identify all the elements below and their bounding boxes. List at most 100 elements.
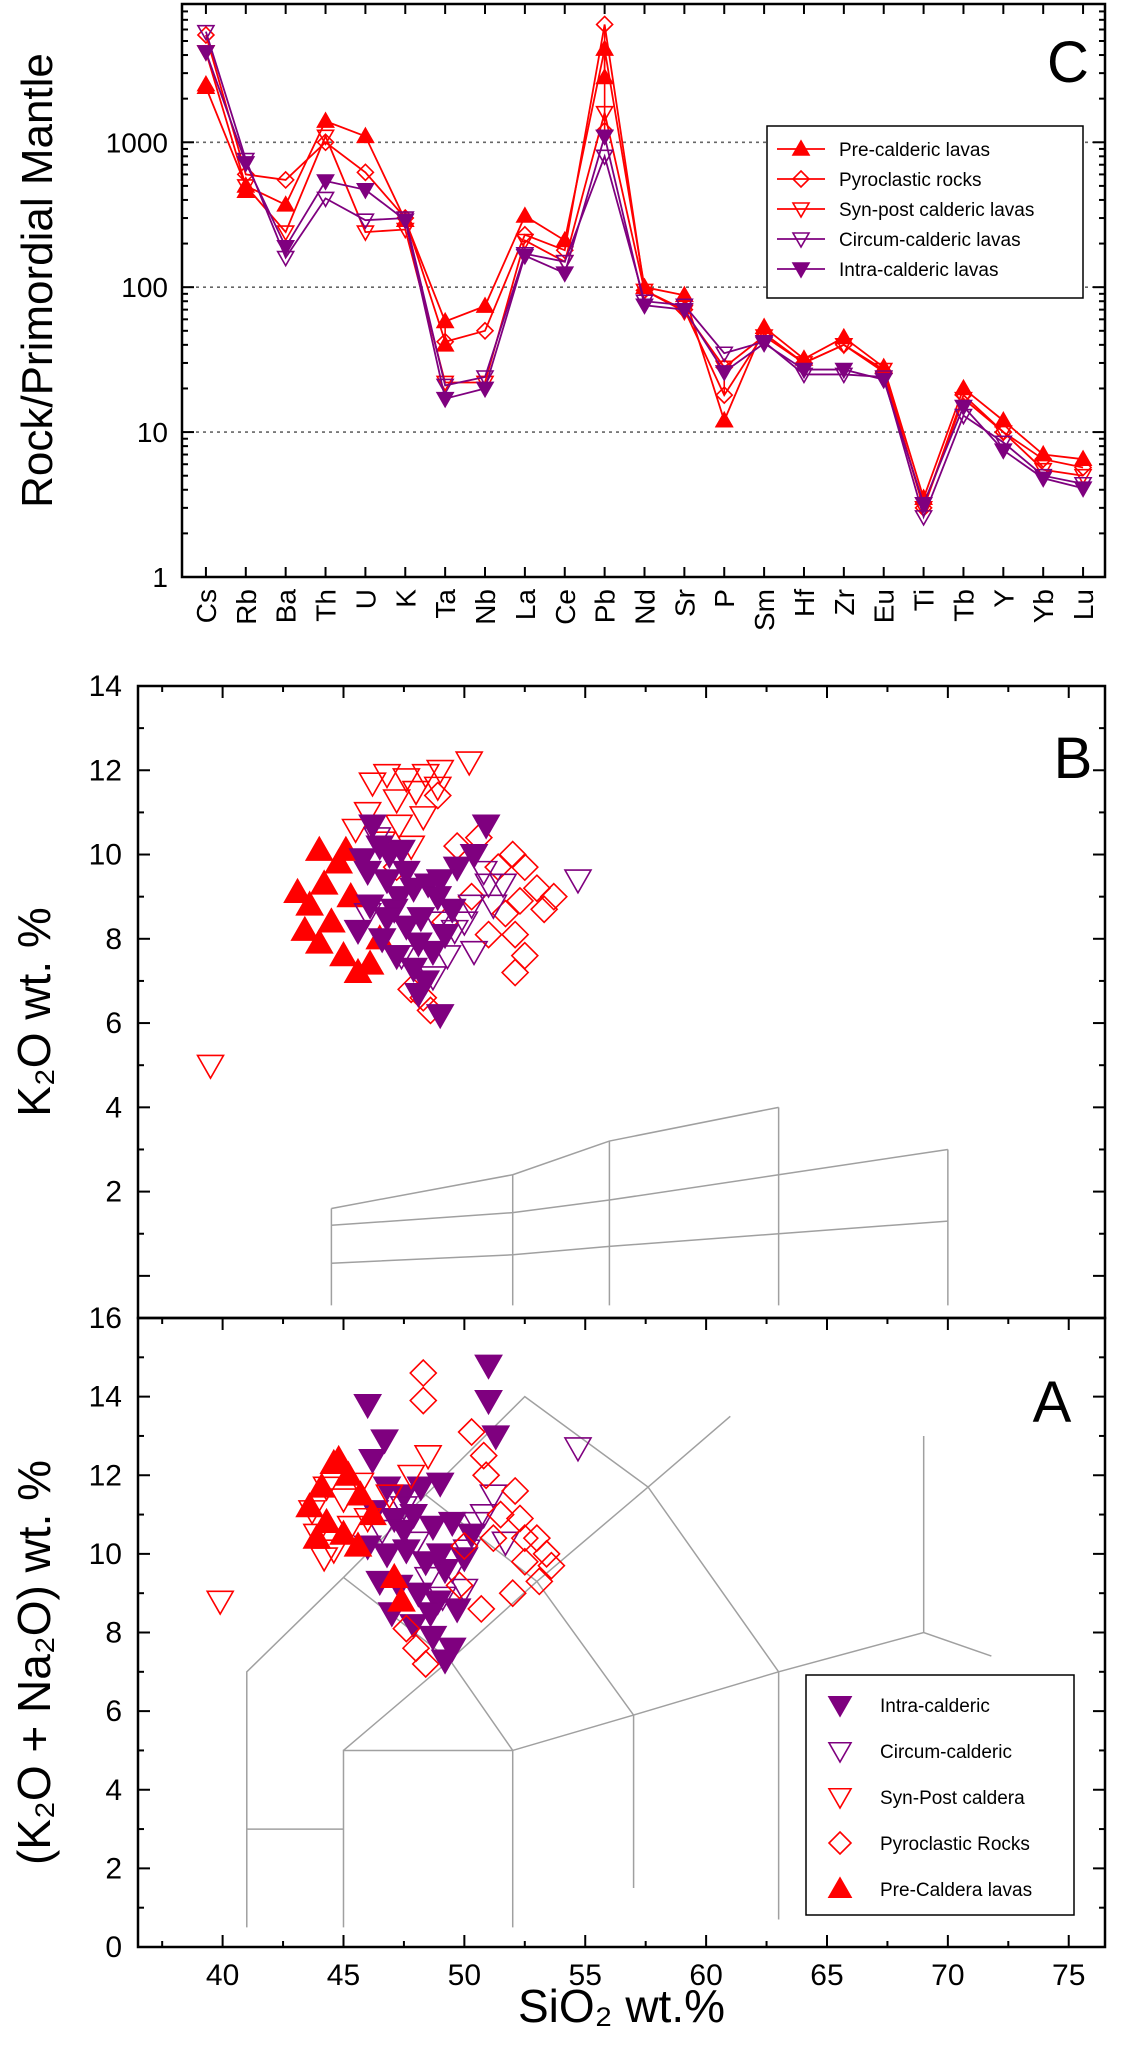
- data-point: [312, 1507, 341, 1533]
- y-tick-label: 4: [105, 1774, 122, 1807]
- x-tick-label: 65: [810, 1959, 843, 1992]
- data-point: [401, 1531, 431, 1557]
- series-point: [515, 248, 535, 266]
- y-tick-label: 6: [105, 1007, 122, 1040]
- data-point: [290, 915, 320, 941]
- y-axis-label: Rock/Primordial Mantle: [13, 53, 62, 508]
- data-point: [413, 1566, 443, 1593]
- data-point: [423, 781, 452, 810]
- x-tick-label: Zr: [829, 589, 860, 615]
- data-point: [449, 911, 479, 937]
- series-point: [435, 378, 455, 396]
- x-axis-label: SiO₂ wt.%: [518, 1980, 725, 2032]
- data-point: [324, 848, 354, 874]
- classification-line: [331, 1220, 948, 1264]
- data-point: [563, 869, 593, 895]
- data-point: [309, 869, 339, 895]
- legend-marker: [791, 232, 811, 249]
- series-point: [276, 170, 295, 190]
- x-tick-label: Rb: [231, 589, 262, 625]
- y-tick-label: 10: [89, 839, 122, 872]
- x-tick-label: Ti: [909, 589, 940, 611]
- series-point: [475, 321, 495, 340]
- data-point: [343, 1531, 373, 1557]
- series-point: [475, 381, 495, 399]
- data-point: [471, 1461, 501, 1490]
- series-point: [196, 45, 216, 62]
- data-point: [563, 1437, 593, 1463]
- x-tick-label: Eu: [869, 589, 900, 623]
- legend-marker: [791, 202, 811, 219]
- panel-b-k2o-scatter: 2 4 6 8 10 12 14 K₂O wt. % B: [8, 670, 1107, 1320]
- data-point: [353, 1393, 383, 1420]
- series-point: [555, 254, 575, 272]
- panel-label-c: C: [1047, 30, 1089, 95]
- series-point: [794, 362, 814, 380]
- data-point: [462, 1511, 491, 1538]
- classification-line: [536, 1580, 635, 1889]
- data-point: [358, 814, 387, 840]
- series-point: [1033, 471, 1053, 488]
- data-point: [413, 1445, 443, 1471]
- y-tick-label: 100: [121, 272, 168, 303]
- series-point: [436, 332, 455, 351]
- legend-label: Pyroclastic Rocks: [880, 1834, 1030, 1855]
- series-point: [914, 496, 933, 514]
- x-tick-label: Cs: [191, 589, 222, 623]
- legend-label: Syn-Post caldera: [880, 1788, 1025, 1809]
- data-point: [343, 919, 373, 945]
- x-tick-label: Ba: [271, 589, 302, 624]
- legend-marker: [827, 1787, 853, 1810]
- series-point: [674, 302, 694, 320]
- data-point: [333, 1460, 363, 1486]
- x-tick-label: Nb: [470, 589, 501, 625]
- classification-line: [342, 1749, 514, 1928]
- data-point: [382, 945, 412, 971]
- x-tick-label: Sm: [749, 589, 780, 631]
- data-point: [392, 1614, 421, 1643]
- series-point: [196, 24, 216, 42]
- series-point: [993, 435, 1013, 452]
- classification-line: [536, 1485, 780, 1920]
- data-point: [409, 1358, 438, 1388]
- y-tick-label: 6: [105, 1695, 122, 1728]
- data-point: [370, 1429, 399, 1455]
- legend-marker: [791, 262, 811, 279]
- series-point: [595, 105, 615, 123]
- data-point: [500, 958, 530, 987]
- x-tick-label: Hf: [789, 589, 820, 617]
- data-point: [391, 860, 421, 886]
- data-point: [295, 890, 325, 916]
- series-point: [635, 298, 654, 315]
- data-point: [367, 928, 397, 954]
- x-tick-label: K: [390, 589, 421, 608]
- legend-marker: [827, 1695, 853, 1718]
- series-point: [316, 191, 335, 209]
- y-tick-label: 10: [89, 1538, 122, 1571]
- y-tick-label: 1000: [106, 127, 168, 158]
- data-point: [324, 1444, 354, 1471]
- legend-label: Syn-post calderic lavas: [839, 200, 1034, 221]
- series-point: [316, 111, 335, 128]
- data-point: [457, 1417, 486, 1447]
- data-point: [469, 860, 499, 886]
- series-point: [1034, 450, 1053, 469]
- data-point: [425, 1543, 455, 1569]
- data-point: [329, 1519, 358, 1545]
- data-point: [498, 840, 527, 869]
- data-point: [423, 911, 453, 937]
- x-tick-label: Ta: [430, 589, 461, 619]
- y-tick-label: 12: [89, 1459, 122, 1492]
- x-tick-label: Nd: [629, 589, 660, 625]
- legend-label: Circum-calderic lavas: [839, 230, 1021, 251]
- y-tick-label: 8: [105, 923, 122, 956]
- data-point: [539, 882, 568, 911]
- legend-marker: [827, 1830, 853, 1856]
- data-point: [486, 1500, 515, 1529]
- data-point: [474, 920, 503, 949]
- data-point: [474, 1354, 503, 1380]
- legend-marker: [827, 1741, 853, 1764]
- data-point: [479, 1524, 508, 1553]
- y-tick-label: 14: [89, 1381, 122, 1414]
- series-point: [316, 174, 335, 191]
